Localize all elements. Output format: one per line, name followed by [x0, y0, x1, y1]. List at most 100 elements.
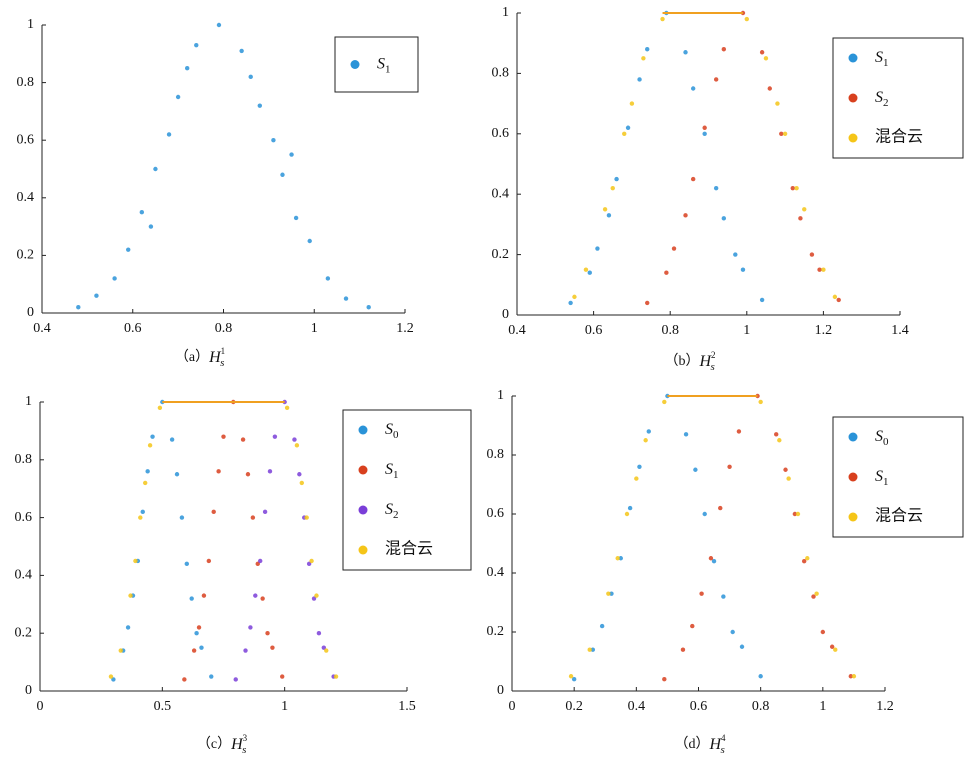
x-tick-label: 0.6 [585, 323, 603, 338]
panel: 0 0.2 0.4 0.6 0.8 1 0 0.2 0.4 0.6 0.8 1 1.2 S0 S1 混合云 （d… [487, 388, 964, 756]
cloud-drop [306, 561, 312, 567]
cloud-drop [150, 434, 155, 439]
y-tick-label: 0.6 [487, 506, 505, 521]
y-tick-label: 0 [25, 683, 32, 698]
y-tick-label: 0.4 [17, 190, 35, 205]
legend-label: S1 [875, 468, 889, 488]
cloud-drop [174, 472, 180, 477]
caption-sub: s [711, 361, 715, 373]
x-tick-label: 0 [509, 699, 516, 714]
cloud-drop [740, 267, 746, 272]
cloud-drop [271, 138, 276, 143]
x-tick-label: 0.4 [33, 321, 51, 336]
cloud-drop [191, 648, 197, 653]
legend-label: 混合云 [385, 540, 433, 558]
panel: 00.20.40.60.810.4 0.6 0.8 1 1.2S1（a）H1 s [17, 17, 419, 369]
cloud-drop [690, 176, 696, 182]
cloud-drop [307, 238, 312, 244]
cloud-drop [292, 437, 297, 442]
cloud-drop [683, 432, 689, 437]
cloud-drop [662, 399, 667, 405]
cloud-drop [693, 467, 698, 472]
cloud-drop [293, 215, 299, 221]
cloud-drop [139, 210, 145, 215]
cloud-drop [333, 674, 339, 679]
cloud-drop [284, 405, 290, 410]
cloud-drop [641, 56, 646, 61]
cloud-drop [267, 469, 273, 474]
y-tick-label: 1 [25, 394, 32, 409]
cloud-drop [643, 438, 648, 443]
cloud-drop [851, 674, 857, 679]
x-tick-label: 0.6 [690, 699, 708, 714]
cloud-drop [629, 101, 635, 106]
legend-swatch [358, 505, 368, 515]
cloud-drop [727, 464, 732, 469]
cloud-drop [711, 559, 717, 564]
legend-label: S2 [875, 89, 889, 109]
cloud-drop [148, 224, 154, 229]
cloud-drop [216, 469, 221, 474]
cloud-drop [194, 42, 199, 48]
x-tick-label: 1.2 [876, 699, 894, 714]
cloud-drop [590, 647, 596, 652]
cloud-drop [779, 131, 784, 136]
cloud-drop [708, 556, 714, 561]
caption-label: （a） [175, 349, 209, 365]
cloud-drop [792, 511, 798, 517]
caption: （a）H1 s [175, 346, 225, 368]
cloud-drop [143, 480, 148, 486]
cloud-drop [216, 22, 222, 28]
cloud-drop [568, 674, 574, 679]
cloud-drop [583, 267, 589, 272]
cloud-drop [189, 596, 194, 601]
cloud-drop [76, 305, 81, 310]
x-tick-label: 1 [281, 699, 288, 714]
cloud-drop [145, 469, 150, 474]
y-tick-label: 0.4 [492, 186, 510, 201]
cloud-drop [245, 472, 251, 477]
cloud-drop [316, 631, 322, 636]
cloud-drop [166, 132, 172, 137]
legend-label: S1 [875, 49, 889, 69]
cloud-drop [645, 300, 650, 306]
cloud-drop [713, 185, 719, 191]
caption-label: （b） [664, 353, 699, 369]
cloud-drop [253, 593, 258, 598]
cloud-drop [680, 647, 686, 652]
legend-label: 混合云 [875, 507, 923, 525]
caption-symbol: H [698, 353, 712, 370]
caption-sub: s [721, 744, 725, 756]
cloud-drop [196, 625, 202, 630]
cloud-drop [744, 16, 749, 22]
cloud-drop [297, 472, 302, 477]
x-tick-label: 0.4 [508, 323, 526, 338]
cloud-drop [811, 594, 816, 599]
cloud-drop [820, 629, 826, 635]
caption-symbol: H [230, 736, 244, 753]
cloud-drop [179, 515, 185, 520]
cloud-drop [194, 631, 199, 636]
x-tick-label: 0.4 [628, 699, 646, 714]
y-tick-label: 0.6 [17, 132, 35, 147]
cloud-drop [280, 674, 285, 679]
cloud-drop [595, 246, 600, 251]
cloud-drop [690, 623, 695, 629]
cloud-drop [325, 276, 331, 281]
legend-label: 混合云 [875, 128, 923, 146]
cloud-drop [133, 558, 138, 564]
cloud-drop [343, 296, 349, 301]
cloud-drop [240, 437, 246, 442]
cloud-drop [721, 594, 726, 599]
cloud-drop [257, 103, 262, 108]
cloud-drop [258, 558, 263, 564]
x-tick-label: 1 [743, 323, 750, 338]
cloud-drop [833, 647, 838, 652]
x-tick-label: 1.2 [815, 323, 833, 338]
x-tick-label: 1.2 [396, 321, 414, 336]
cloud-drop [239, 48, 244, 54]
y-tick-label: 0.2 [17, 248, 35, 263]
y-tick-label: 0.8 [487, 447, 505, 462]
cloud-drop [118, 648, 123, 653]
cloud-drop [634, 476, 639, 481]
